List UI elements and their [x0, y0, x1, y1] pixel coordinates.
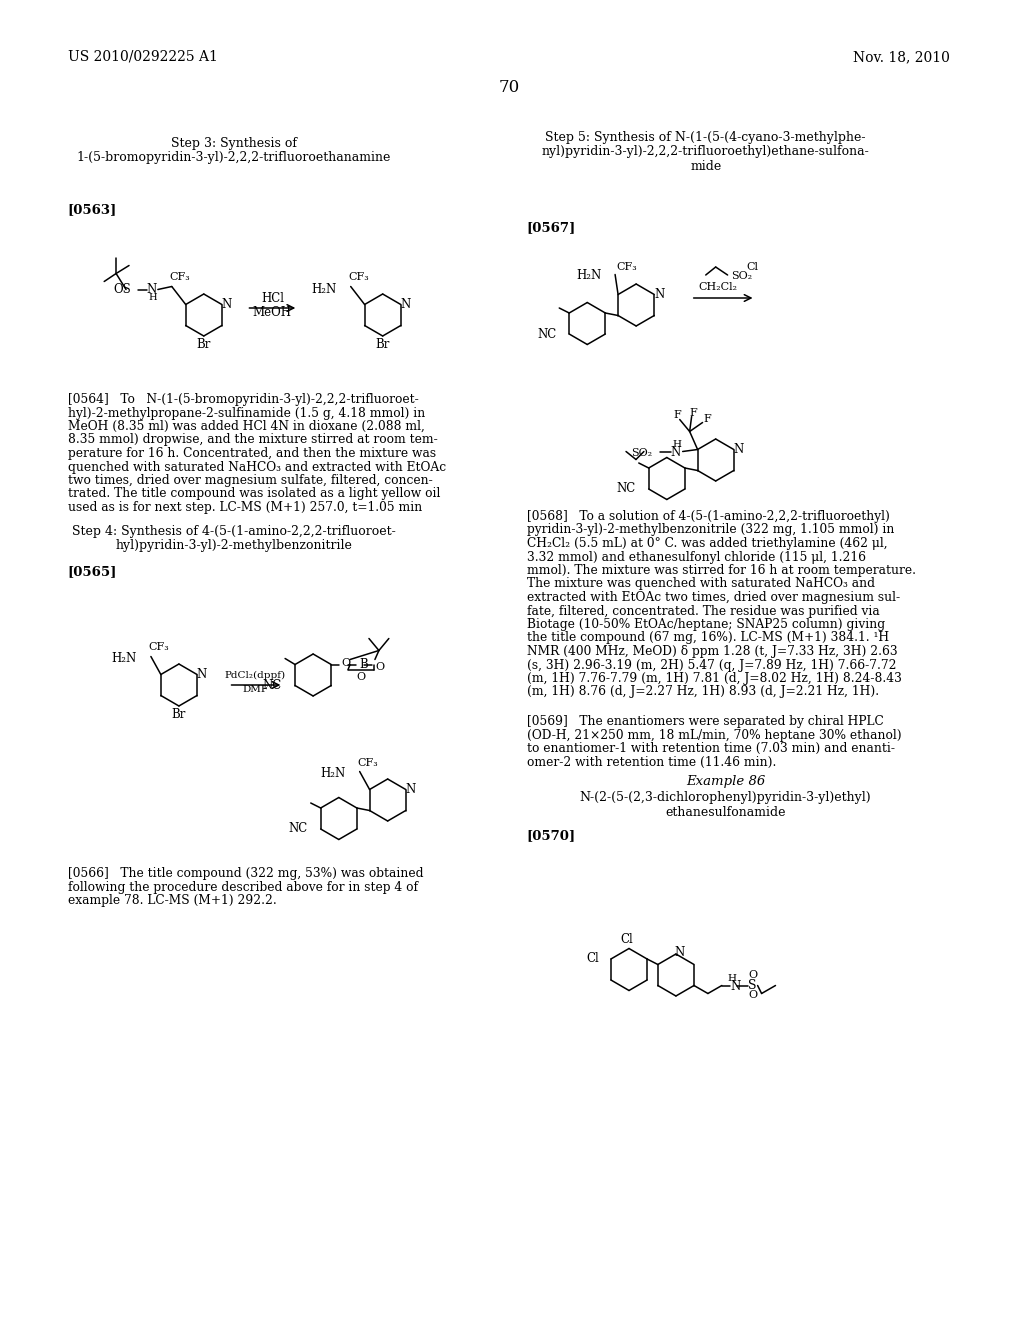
- Text: Br: Br: [197, 338, 211, 351]
- Text: N: N: [197, 668, 207, 681]
- Text: PdCl₂(dppf): PdCl₂(dppf): [225, 671, 286, 680]
- Text: the title compound (67 mg, 16%). LC-MS (M+1) 384.1. ¹H: the title compound (67 mg, 16%). LC-MS (…: [526, 631, 889, 644]
- Text: 1-(5-bromopyridin-3-yl)-2,2,2-trifluoroethanamine: 1-(5-bromopyridin-3-yl)-2,2,2-trifluoroe…: [77, 150, 391, 164]
- Text: hyl)-2-methylpropane-2-sulfinamide (1.5 g, 4.18 mmol) in: hyl)-2-methylpropane-2-sulfinamide (1.5 …: [68, 407, 425, 420]
- Text: MeOH: MeOH: [253, 305, 292, 318]
- Text: to enantiomer-1 with retention time (7.03 min) and enanti-: to enantiomer-1 with retention time (7.0…: [526, 742, 895, 755]
- Text: ethanesulfonamide: ethanesulfonamide: [666, 805, 785, 818]
- Text: N: N: [671, 446, 681, 459]
- Text: CF₃: CF₃: [357, 758, 378, 767]
- Text: DMF: DMF: [243, 685, 268, 693]
- Text: O: O: [341, 657, 350, 668]
- Text: N: N: [675, 946, 685, 960]
- Text: Step 4: Synthesis of 4-(5-(1-amino-2,2,2-trifluoroet-: Step 4: Synthesis of 4-(5-(1-amino-2,2,2…: [72, 525, 395, 539]
- Text: CF₃: CF₃: [348, 272, 369, 282]
- Text: H₂N: H₂N: [311, 282, 337, 296]
- Text: (m, 1H) 7.76-7.79 (m, 1H) 7.81 (d, J=8.02 Hz, 1H) 8.24-8.43: (m, 1H) 7.76-7.79 (m, 1H) 7.81 (d, J=8.0…: [526, 672, 902, 685]
- Text: F: F: [690, 408, 697, 417]
- Text: CF₃: CF₃: [616, 261, 637, 272]
- Text: N: N: [733, 444, 743, 455]
- Text: N-(2-(5-(2,3-dichlorophenyl)pyridin-3-yl)ethyl): N-(2-(5-(2,3-dichlorophenyl)pyridin-3-yl…: [580, 792, 871, 804]
- Text: [0565]: [0565]: [68, 565, 117, 578]
- Text: two times, dried over magnesium sulfate, filtered, concen-: two times, dried over magnesium sulfate,…: [68, 474, 432, 487]
- Text: H: H: [727, 974, 736, 983]
- Text: H₂N: H₂N: [321, 767, 346, 780]
- Text: S: S: [749, 979, 757, 993]
- Text: NC: NC: [616, 483, 636, 495]
- Text: 70: 70: [499, 79, 519, 96]
- Text: Biotage (10-50% EtOAc/heptane; SNAP25 column) giving: Biotage (10-50% EtOAc/heptane; SNAP25 co…: [526, 618, 885, 631]
- Text: fate, filtered, concentrated. The residue was purified via: fate, filtered, concentrated. The residu…: [526, 605, 880, 618]
- Text: N: N: [731, 979, 741, 993]
- Text: quenched with saturated NaHCO₃ and extracted with EtOAc: quenched with saturated NaHCO₃ and extra…: [68, 461, 445, 474]
- Text: NC: NC: [263, 678, 282, 692]
- Text: NMR (400 MHz, MeOD) δ ppm 1.28 (t, J=7.33 Hz, 3H) 2.63: NMR (400 MHz, MeOD) δ ppm 1.28 (t, J=7.3…: [526, 645, 897, 657]
- Text: N: N: [400, 298, 411, 312]
- Text: H₂N: H₂N: [575, 269, 601, 282]
- Text: Cl: Cl: [587, 953, 599, 965]
- Text: CF₃: CF₃: [169, 272, 190, 282]
- Text: [0568]   To a solution of 4-(5-(1-amino-2,2,2-trifluoroethyl): [0568] To a solution of 4-(5-(1-amino-2,…: [526, 510, 890, 523]
- Text: F: F: [674, 411, 682, 421]
- Text: example 78. LC-MS (M+1) 292.2.: example 78. LC-MS (M+1) 292.2.: [68, 894, 276, 907]
- Text: extracted with EtOAc two times, dried over magnesium sul-: extracted with EtOAc two times, dried ov…: [526, 591, 900, 605]
- Text: O: O: [749, 970, 757, 981]
- Text: N: N: [221, 298, 232, 312]
- Text: Br: Br: [172, 708, 186, 721]
- Text: H: H: [148, 293, 158, 302]
- Text: N: N: [146, 282, 157, 296]
- Text: NC: NC: [537, 327, 556, 341]
- Text: (m, 1H) 8.76 (d, J=2.27 Hz, 1H) 8.93 (d, J=2.21 Hz, 1H).: (m, 1H) 8.76 (d, J=2.27 Hz, 1H) 8.93 (d,…: [526, 685, 879, 698]
- Text: Br: Br: [376, 338, 390, 351]
- Text: [0570]: [0570]: [526, 829, 575, 842]
- Text: Nov. 18, 2010: Nov. 18, 2010: [853, 50, 950, 63]
- Text: H₂N: H₂N: [112, 652, 137, 665]
- Text: HCl: HCl: [261, 292, 284, 305]
- Text: SO₂: SO₂: [731, 271, 753, 281]
- Text: NC: NC: [289, 822, 308, 836]
- Text: CH₂Cl₂: CH₂Cl₂: [698, 282, 737, 292]
- Text: mmol). The mixture was stirred for 16 h at room temperature.: mmol). The mixture was stirred for 16 h …: [526, 564, 915, 577]
- Text: US 2010/0292225 A1: US 2010/0292225 A1: [68, 50, 217, 63]
- Text: N: N: [406, 783, 416, 796]
- Text: Cl: Cl: [621, 933, 634, 946]
- Text: mide: mide: [690, 160, 721, 173]
- Text: trated. The title compound was isolated as a light yellow oil: trated. The title compound was isolated …: [68, 487, 440, 500]
- Text: B: B: [359, 657, 368, 671]
- Text: SO₂: SO₂: [631, 447, 652, 458]
- Text: [0564]   To   N-(1-(5-bromopyridin-3-yl)-2,2,2-trifluoroet-: [0564] To N-(1-(5-bromopyridin-3-yl)-2,2…: [68, 393, 419, 407]
- Text: CF₃: CF₃: [148, 643, 169, 652]
- Text: pyridin-3-yl)-2-methylbenzonitrile (322 mg, 1.105 mmol) in: pyridin-3-yl)-2-methylbenzonitrile (322 …: [526, 524, 894, 536]
- Text: nyl)pyridin-3-yl)-2,2,2-trifluoroethyl)ethane-sulfona-: nyl)pyridin-3-yl)-2,2,2-trifluoroethyl)e…: [542, 145, 869, 158]
- Text: hyl)pyridin-3-yl)-2-methylbenzonitrile: hyl)pyridin-3-yl)-2-methylbenzonitrile: [115, 540, 352, 553]
- Text: O: O: [356, 672, 366, 681]
- Text: (OD-H, 21×250 mm, 18 mL/min, 70% heptane 30% ethanol): (OD-H, 21×250 mm, 18 mL/min, 70% heptane…: [526, 729, 901, 742]
- Text: 3.32 mmol) and ethanesulfonyl chloride (115 μl, 1.216: 3.32 mmol) and ethanesulfonyl chloride (…: [526, 550, 866, 564]
- Text: MeOH (8.35 ml) was added HCl 4N in dioxane (2.088 ml,: MeOH (8.35 ml) was added HCl 4N in dioxa…: [68, 420, 425, 433]
- Text: Example 86: Example 86: [686, 776, 765, 788]
- Text: F: F: [703, 414, 712, 425]
- Text: Step 5: Synthesis of N-(1-(5-(4-cyano-3-methylphe-: Step 5: Synthesis of N-(1-(5-(4-cyano-3-…: [546, 132, 866, 144]
- Text: O: O: [375, 661, 384, 672]
- Text: [0563]: [0563]: [68, 203, 117, 216]
- Text: used as is for next step. LC-MS (M+1) 257.0, t=1.05 min: used as is for next step. LC-MS (M+1) 25…: [68, 502, 422, 513]
- Text: 8.35 mmol) dropwise, and the mixture stirred at room tem-: 8.35 mmol) dropwise, and the mixture sti…: [68, 433, 437, 446]
- Text: OS: OS: [114, 282, 131, 296]
- Text: Step 3: Synthesis of: Step 3: Synthesis of: [171, 136, 297, 149]
- Text: [0569]   The enantiomers were separated by chiral HPLC: [0569] The enantiomers were separated by…: [526, 715, 884, 729]
- Text: CH₂Cl₂ (5.5 mL) at 0° C. was added triethylamine (462 μl,: CH₂Cl₂ (5.5 mL) at 0° C. was added triet…: [526, 537, 888, 550]
- Text: Cl: Cl: [746, 261, 759, 272]
- Text: O: O: [749, 990, 757, 1001]
- Text: following the procedure described above for in step 4 of: following the procedure described above …: [68, 880, 418, 894]
- Text: omer-2 with retention time (11.46 min).: omer-2 with retention time (11.46 min).: [526, 755, 776, 768]
- Text: [0566]   The title compound (322 mg, 53%) was obtained: [0566] The title compound (322 mg, 53%) …: [68, 867, 423, 880]
- Text: N: N: [654, 288, 665, 301]
- Text: perature for 16 h. Concentrated, and then the mixture was: perature for 16 h. Concentrated, and the…: [68, 447, 436, 459]
- Text: (s, 3H) 2.96-3.19 (m, 2H) 5.47 (q, J=7.89 Hz, 1H) 7.66-7.72: (s, 3H) 2.96-3.19 (m, 2H) 5.47 (q, J=7.8…: [526, 659, 896, 672]
- Text: H: H: [672, 440, 681, 449]
- Text: [0567]: [0567]: [526, 222, 577, 235]
- Text: The mixture was quenched with saturated NaHCO₃ and: The mixture was quenched with saturated …: [526, 578, 874, 590]
